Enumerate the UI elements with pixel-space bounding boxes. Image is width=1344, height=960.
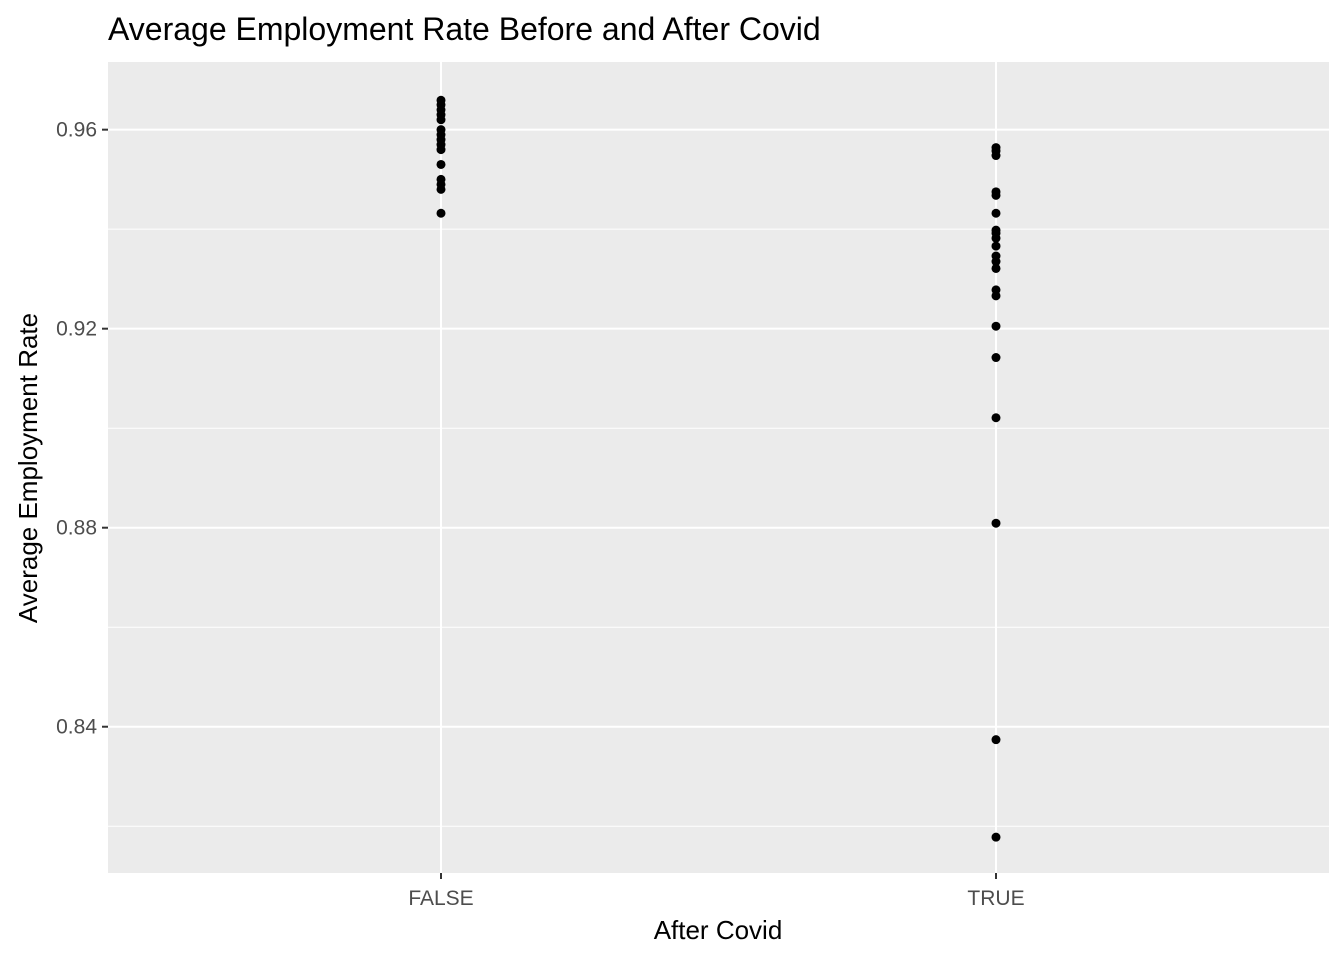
chart-title: Average Employment Rate Before and After… — [108, 11, 821, 47]
x-axis-ticks: FALSE TRUE — [408, 873, 1025, 910]
data-point — [991, 241, 1001, 251]
data-point — [436, 115, 446, 125]
x-tick-label: FALSE — [408, 887, 473, 910]
data-point — [991, 413, 1001, 423]
data-point — [991, 208, 1001, 218]
y-axis-ticks: 0.84 0.88 0.92 0.96 — [56, 119, 108, 739]
data-point — [991, 832, 1001, 842]
data-point — [991, 263, 1001, 273]
y-tick-label: 0.96 — [56, 119, 97, 142]
data-point — [991, 233, 1001, 243]
plot-panel — [108, 62, 1329, 873]
data-point — [991, 291, 1001, 301]
data-point — [991, 735, 1001, 745]
data-point — [436, 184, 446, 194]
y-tick-label: 0.84 — [56, 716, 97, 739]
data-point — [991, 518, 1001, 528]
x-tick-label: TRUE — [967, 887, 1024, 910]
data-point — [991, 353, 1001, 363]
data-point — [991, 151, 1001, 161]
y-tick-label: 0.88 — [56, 517, 97, 540]
y-tick-label: 0.92 — [56, 318, 97, 341]
data-point — [436, 159, 446, 169]
x-axis-title: After Covid — [654, 915, 783, 945]
data-point — [991, 190, 1001, 200]
data-point — [436, 145, 446, 155]
data-point — [991, 321, 1001, 331]
data-point — [436, 208, 446, 218]
data-points — [436, 95, 1001, 842]
y-axis-title: Average Employment Rate — [13, 313, 43, 623]
data-point — [991, 257, 1001, 267]
